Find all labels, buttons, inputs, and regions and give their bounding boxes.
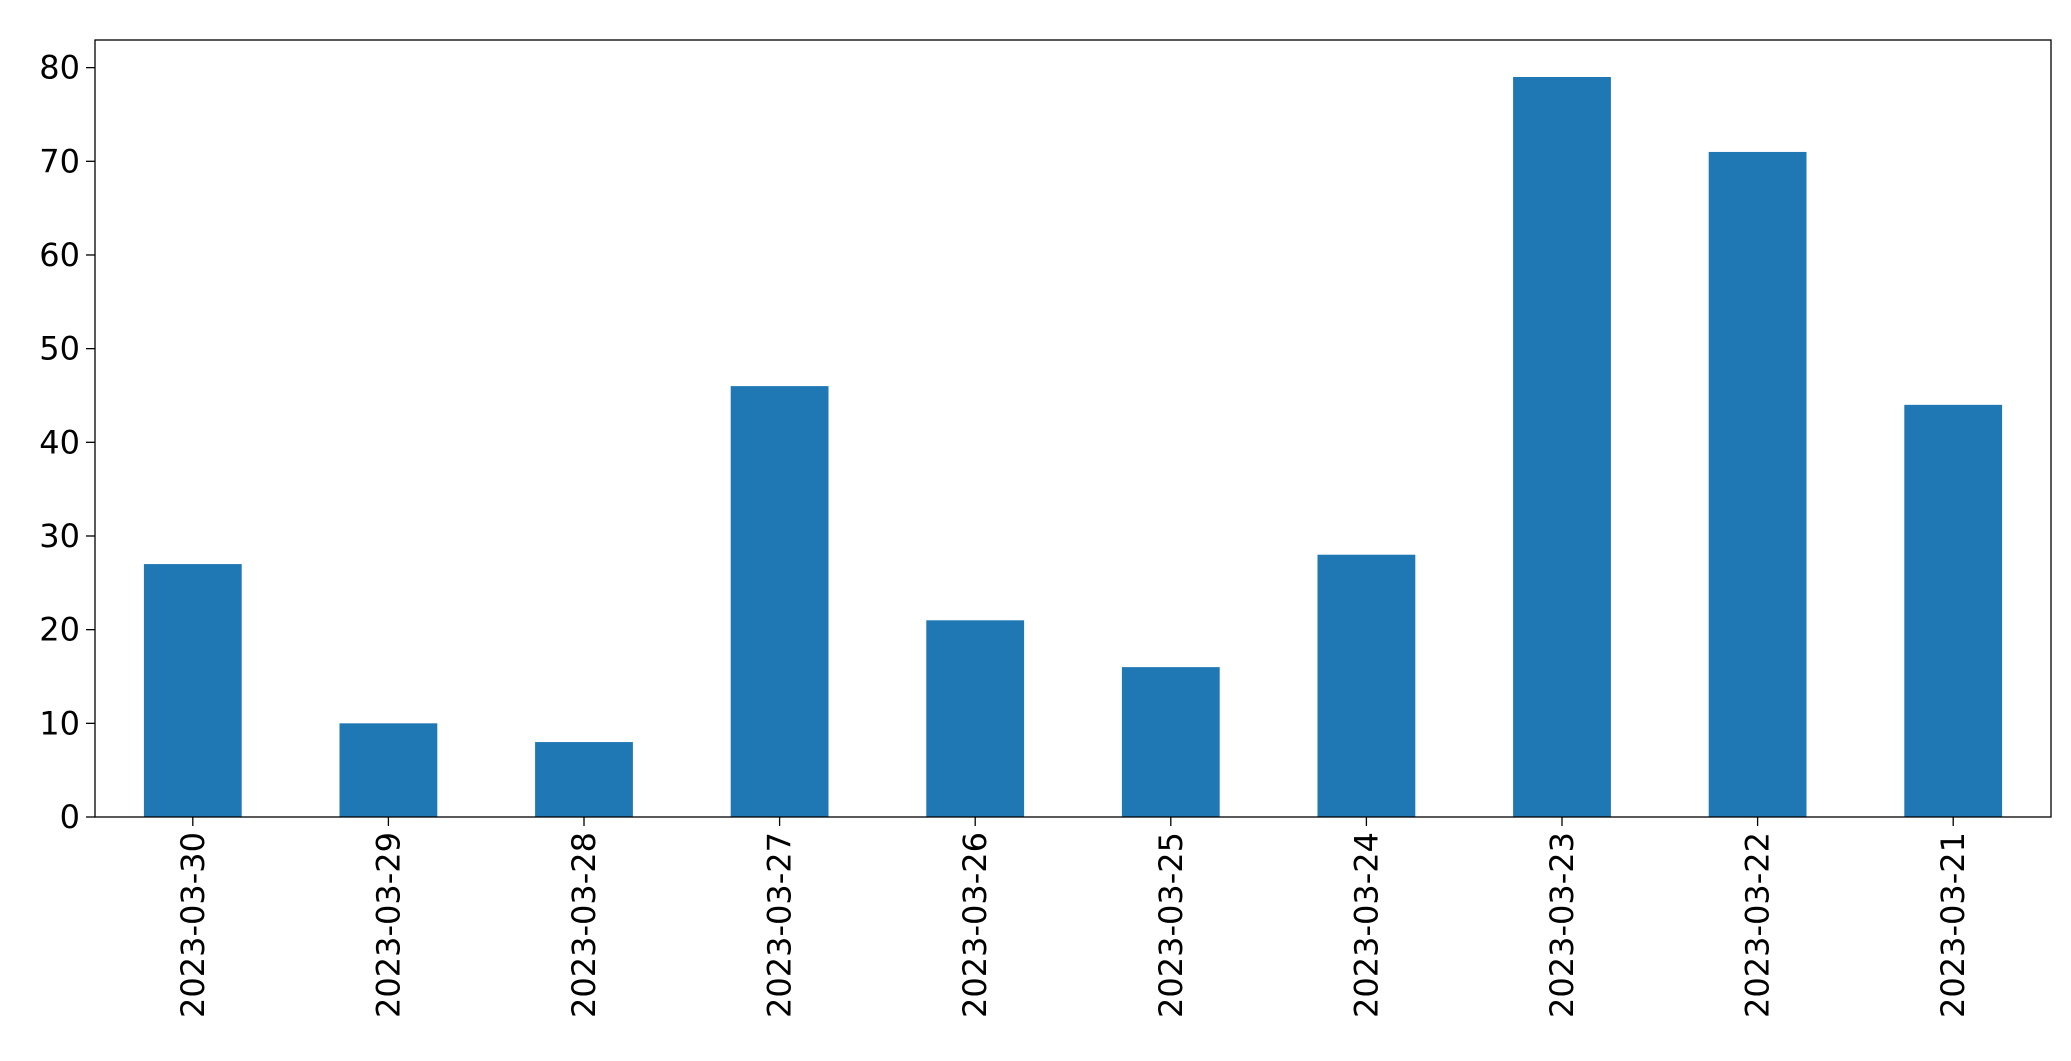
bar [143,564,242,817]
y-tick-label: 60 [39,236,80,274]
x-tick-label: 2023-03-30 [174,832,212,1018]
x-tick-label: 2023-03-23 [1543,832,1581,1018]
x-tick-label: 2023-03-22 [1739,832,1777,1018]
x-tick-label: 2023-03-25 [1152,832,1190,1018]
x-tick-label: 2023-03-29 [369,832,407,1018]
x-tick-label: 2023-03-26 [956,832,994,1018]
y-tick-label: 10 [39,704,80,742]
x-tick-label: 2023-03-21 [1934,832,1972,1018]
bar [535,742,633,817]
bar [339,723,438,817]
y-tick-label: 20 [39,611,80,649]
bar [1904,404,2003,817]
y-tick-label: 30 [39,517,80,555]
bar [1317,554,1416,817]
bar [1513,77,1611,817]
plot-frame [94,39,2052,818]
y-tick-label: 0 [60,798,80,836]
y-tick-label: 70 [39,142,80,180]
bar [1708,151,1807,817]
x-tick-label: 2023-03-28 [565,832,603,1018]
y-tick-label: 40 [39,423,80,461]
y-tick-label: 50 [39,330,80,368]
bar [1121,667,1220,817]
x-tick-label: 2023-03-27 [761,832,799,1018]
x-tick-label: 2023-03-24 [1347,832,1385,1018]
y-tick-label: 80 [39,49,80,87]
bar [730,386,829,817]
bar [926,620,1025,817]
